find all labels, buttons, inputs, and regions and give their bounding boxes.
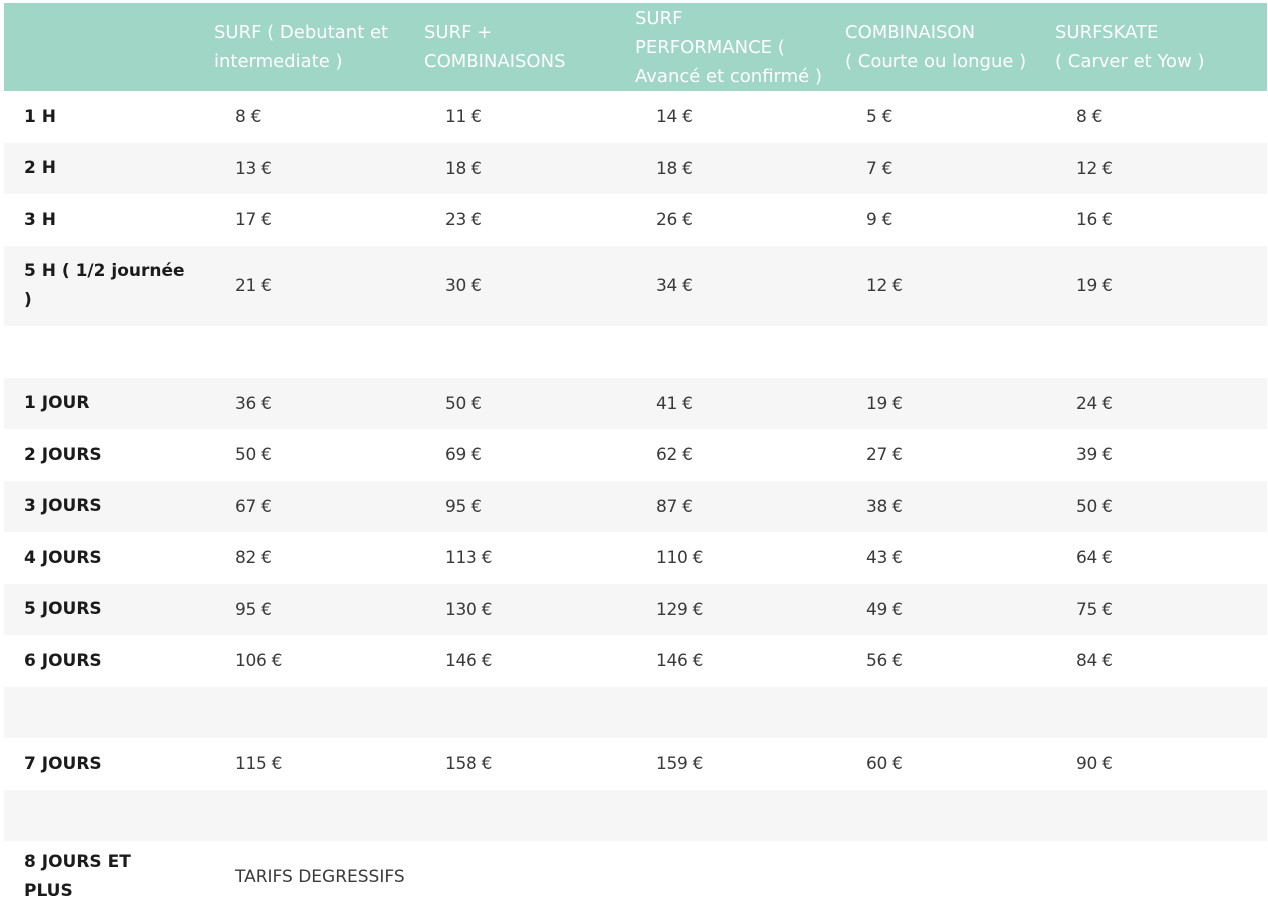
price-cell: 67 € [235,496,272,517]
row-label: 3 H [24,209,56,230]
table-row: 5 JOURS 95 € 130 € 129 € 49 € 75 € [4,584,1267,635]
price-cell: 60 € [866,754,903,774]
table-row: 7 JOURS 115 € 158 € 159 € 60 € 90 € [4,738,1267,790]
price-cell: 90 € [1076,754,1113,774]
price-cell: 56 € [866,651,903,671]
price-cell: 43 € [866,548,903,568]
price-cell: 17 € [235,210,272,230]
row-label: 5 JOURS [24,599,102,619]
table-row: 3 H 17 € 23 € 26 € 9 € 16 € [4,194,1267,246]
header-surfskate: SURFSKATE ( Carver et Yow ) [1055,22,1205,72]
row-label: 8 JOURS ET PLUS [24,852,131,901]
price-cell: 30 € [445,276,482,296]
table-row: 8 JOURS ET PLUS TARIFS DEGRESSIFS [4,841,1267,913]
price-cell: 62 € [656,445,693,465]
price-cell: 106 € [235,651,283,671]
price-cell: 113 € [445,548,493,568]
price-cell: 36 € [235,393,272,414]
price-cell: 146 € [656,651,704,671]
price-cell: 41 € [656,393,693,414]
price-cell: 69 € [445,445,482,465]
price-cell: 95 € [445,496,482,517]
price-cell: 84 € [1076,651,1113,671]
row-label: 6 JOURS [24,650,102,671]
price-cell: 64 € [1076,548,1113,568]
row-label: 2 H [24,158,56,178]
table-row: 6 JOURS 106 € 146 € 146 € 56 € 84 € [4,635,1267,687]
price-cell: 34 € [656,276,693,296]
price-cell: 7 € [866,158,893,179]
table-row: 4 JOURS 82 € 113 € 110 € 43 € 64 € [4,532,1267,584]
price-cell: 18 € [656,158,693,179]
table-row: 5 H ( 1/2 journée ) 21 € 30 € 34 € 12 € … [4,246,1267,326]
price-cell: 50 € [1076,496,1113,517]
table-row: 1 H 8 € 11 € 14 € 5 € 8 € [4,91,1267,143]
price-cell: 23 € [445,210,482,230]
table-row: 3 JOURS 67 € 95 € 87 € 38 € 50 € [4,481,1267,532]
price-cell: 87 € [656,496,693,517]
empty-row [4,326,1267,378]
header-surf-debutant: SURF ( Debutant et intermediate ) [214,22,389,72]
price-cell: 12 € [1076,158,1113,179]
price-cell: 13 € [235,158,272,179]
row-label: 1 H [24,106,56,127]
row-label: 3 JOURS [24,496,102,516]
price-cell: 50 € [445,393,482,414]
price-cell: 158 € [445,754,493,774]
price-cell: 8 € [235,107,262,127]
price-cell: 11 € [445,107,482,127]
price-cell: 50 € [235,445,272,465]
price-cell: 39 € [1076,445,1113,465]
tarifs-degressifs-note: TARIFS DEGRESSIFS [235,867,405,887]
price-cell: 14 € [656,107,693,127]
price-cell: 24 € [1076,393,1113,414]
row-label: 1 JOUR [24,393,90,413]
price-cell: 146 € [445,651,493,671]
price-cell: 18 € [445,158,482,179]
table-row: 2 H 13 € 18 € 18 € 7 € 12 € [4,143,1267,194]
price-cell: 110 € [656,548,704,568]
price-cell: 38 € [866,496,903,517]
price-cell: 19 € [1076,276,1113,296]
table-row: 2 JOURS 50 € 69 € 62 € 27 € 39 € [4,429,1267,481]
price-cell: 8 € [1076,107,1103,127]
header-combinaison: COMBINAISON ( Courte ou longue ) [845,22,1027,72]
price-cell: 115 € [235,754,283,774]
price-cell: 49 € [866,599,903,620]
price-cell: 26 € [656,210,693,230]
price-cell: 27 € [866,445,903,465]
price-cell: 95 € [235,599,272,620]
row-label: 4 JOURS [24,547,102,568]
table-row: 1 JOUR 36 € 50 € 41 € 19 € 24 € [4,378,1267,429]
empty-row [4,687,1267,738]
row-label: 5 H ( 1/2 journée ) [24,261,185,310]
header-surf-performance: SURF PERFORMANCE ( Avancé et confirmé ) [635,7,822,87]
price-cell: 82 € [235,548,272,568]
empty-row [4,790,1267,841]
price-cell: 130 € [445,599,493,620]
row-label: 2 JOURS [24,444,102,465]
price-cell: 12 € [866,276,903,296]
price-cell: 19 € [866,393,903,414]
price-cell: 75 € [1076,599,1113,620]
price-cell: 159 € [656,754,704,774]
price-cell: 16 € [1076,210,1113,230]
row-label: 7 JOURS [24,753,102,774]
price-cell: 21 € [235,276,272,296]
price-cell: 129 € [656,599,704,620]
table-header: SURF ( Debutant et intermediate ) SURF +… [4,3,1267,91]
header-surf-combinaisons: SURF + COMBINAISONS [424,22,566,72]
price-table: SURF ( Debutant et intermediate ) SURF +… [4,3,1267,913]
price-cell: 5 € [866,107,893,127]
price-cell: 9 € [866,210,893,230]
